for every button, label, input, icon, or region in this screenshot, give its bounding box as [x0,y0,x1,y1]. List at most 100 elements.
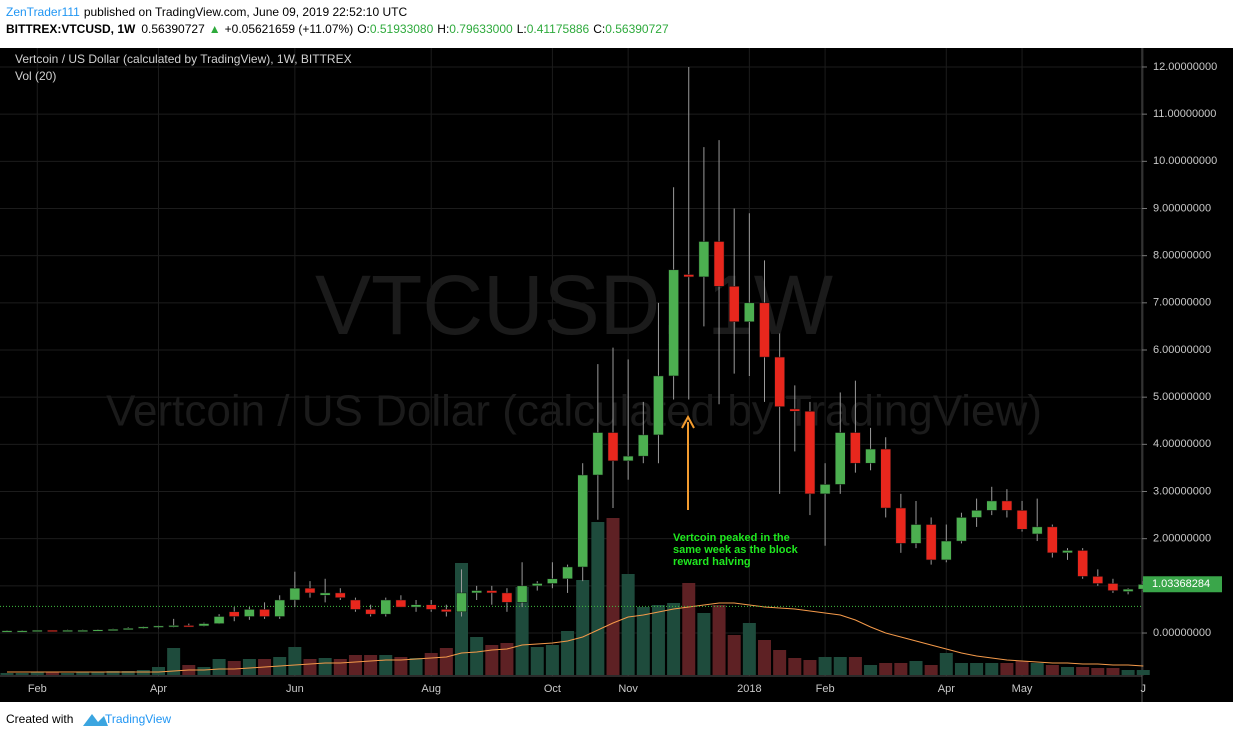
l-label: L: [517,22,527,36]
volume-bar [848,657,862,675]
candle-body [819,484,831,495]
candle-body [804,411,816,495]
volume-bar [333,659,347,675]
volume-bar [167,648,181,675]
candle-body [532,583,543,587]
candle-body [1031,526,1043,535]
user-name[interactable]: ZenTrader111 [6,5,80,19]
candle-body [1092,576,1104,584]
volume-bar [621,574,635,675]
volume-ma [7,602,1144,673]
annotation-line: same week as the block [673,544,799,556]
volume-bar [76,672,90,675]
volume-bar [833,657,847,675]
volume-bar [1136,670,1150,675]
candle-body [925,524,937,561]
candle-body [229,611,240,617]
candle-body [410,604,422,608]
candle-body [1016,510,1028,530]
volume-bar [1091,668,1105,675]
candle-body [698,241,710,278]
footer-created: Created with [6,712,73,726]
candle-body [516,585,528,603]
x-tick-label: 2018 [737,683,761,695]
volume-bar [424,653,438,675]
candle-body [441,609,452,613]
volume-bar [879,663,893,675]
c-label: C: [593,22,605,36]
candle-body [547,578,558,584]
l: 0.41175886 [527,22,590,36]
arrow-head [681,414,695,429]
candle-body [335,592,346,598]
volume-bar [288,647,302,675]
volume-bar [576,580,590,675]
candle-body [77,629,88,632]
candle-body [971,510,982,518]
volume-bar [970,663,984,675]
candle-body [425,604,437,610]
volume-bar [651,605,665,675]
volume-bar [485,645,499,675]
candle-body [62,629,73,632]
o: 0.51933080 [370,22,434,36]
y-tick-label: 6.00000000 [1153,344,1211,356]
candle-body [759,302,770,358]
x-tick-label: Feb [28,683,47,695]
volume-bar [561,631,575,675]
volume-bar [924,665,938,675]
last-price-box [1143,576,1222,593]
volume-bar [500,643,514,675]
candle-body [289,587,301,601]
volume-bar [667,603,681,675]
volume-title: Vol (20) [15,69,56,83]
volume-bar [227,661,241,675]
annotation-line: reward halving [673,556,751,568]
brand-logo [83,714,108,726]
y-tick-label: 12.00000000 [1153,61,1217,73]
y-tick-label: 10.00000000 [1153,155,1217,167]
watermark-description: Vertcoin / US Dollar (calculated by Trad… [106,387,1042,436]
annotation: Vertcoin peaked in the same week as the b… [673,532,799,568]
y-tick-label: 4.00000000 [1153,438,1211,450]
x-tick-label: Apr [938,683,955,695]
candle-body [92,629,104,632]
volume-bar [364,655,378,675]
volume-bar [864,665,878,675]
volume-bar [530,647,544,675]
volume-bar [773,650,787,675]
volume-bar [697,613,711,675]
y-tick-label: 11.00000000 [1153,108,1216,120]
volume-bar [242,659,256,675]
candle-body [138,626,149,629]
candle-body [183,625,195,628]
volume-bar [803,660,817,675]
volume-bar [1000,663,1014,675]
volume-bar [470,637,484,675]
c: 0.56390727 [605,22,669,36]
candle-body [941,540,952,561]
candle-body [456,592,467,613]
candle-body [562,566,573,580]
candle-body [244,609,255,617]
volume-bar [91,672,105,675]
watermark-symbol: VTCUSD, 1W [315,258,833,352]
volume-bar [197,667,211,675]
footer-brand[interactable]: TradingView [105,712,171,726]
volume-bar [818,657,832,675]
candle-body [607,432,619,462]
candle-body [592,432,604,476]
candle-body [1077,550,1088,577]
volume-bar [985,663,999,675]
y-tick-label: 7.00000000 [1153,297,1211,309]
candle-body [168,625,179,628]
volume-bar [45,672,59,675]
y-tick-label: 2.00000000 [1153,533,1211,545]
volume-bar [61,673,75,675]
candle-body [638,434,649,457]
o-label: O: [357,22,370,36]
volume-bar [758,640,771,675]
volume-bar [545,645,559,675]
volume-bar [1061,667,1074,675]
volume-bar [515,587,529,675]
